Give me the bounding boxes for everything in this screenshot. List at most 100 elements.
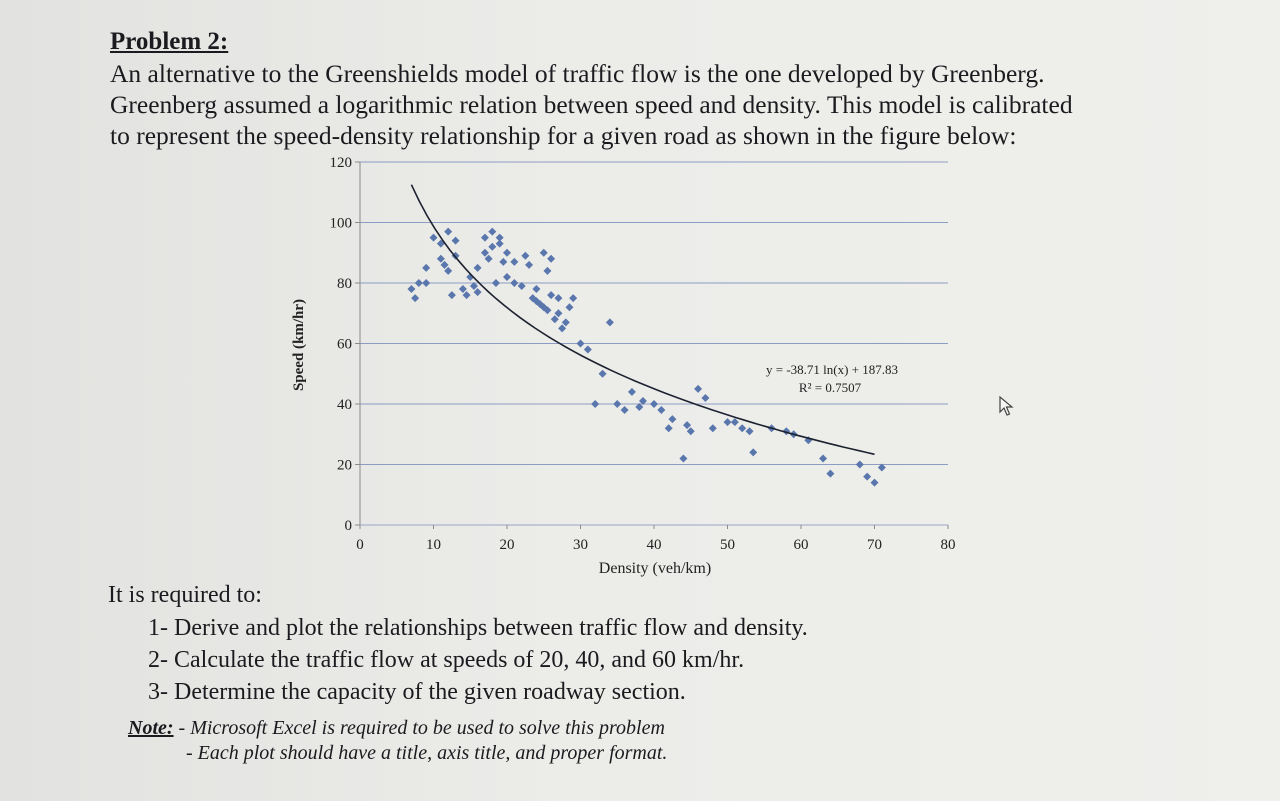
note-block: Note: - Microsoft Excel is required to b… (128, 716, 667, 766)
data-point (855, 460, 864, 469)
y-axis-label: Speed (km/hr) (291, 299, 307, 391)
data-point (525, 260, 534, 269)
data-point (499, 257, 508, 266)
data-point (638, 396, 647, 405)
requirements-list: 1- Derive and plot the relationships bet… (148, 612, 808, 708)
data-point (657, 406, 666, 415)
data-point (554, 294, 563, 303)
trendline (410, 184, 875, 456)
data-point (543, 306, 552, 315)
data-point (613, 400, 622, 408)
data-point (480, 248, 489, 257)
x-tick-label: 10 (426, 537, 441, 553)
data-point (558, 324, 567, 333)
data-point (422, 279, 431, 287)
data-point (539, 248, 548, 257)
data-point (694, 384, 703, 393)
x-tick-label: 70 (867, 537, 882, 553)
trendline-equation: y = -38.71 ln(x) + 187.83 (766, 362, 898, 377)
note-line-2: - Each plot should have a title, axis ti… (186, 742, 668, 764)
intro-line: Greenberg assumed a logarithmic relation… (110, 90, 1073, 119)
data-point (576, 339, 585, 348)
y-tick-label: 60 (337, 337, 352, 353)
list-item: 2- Calculate the traffic flow at speeds … (148, 647, 745, 673)
data-point (462, 291, 471, 300)
chart-axes: 0 20 40 60 80 100 120 0 10 20 30 40 50 60 70 80 (330, 155, 956, 553)
data-point (447, 291, 456, 300)
data-point (561, 318, 570, 327)
note-line-1: - Microsoft Excel is required to be used… (173, 717, 665, 739)
data-point (683, 421, 692, 430)
x-axis-label: Density (veh/km) (599, 560, 711, 577)
data-point (521, 251, 530, 260)
data-point (491, 279, 500, 287)
note-label: Note: (128, 717, 174, 739)
chart-points (407, 227, 886, 487)
data-point (411, 294, 420, 303)
data-point (503, 248, 511, 257)
data-point (583, 345, 592, 354)
data-point (708, 424, 717, 433)
data-point (749, 448, 758, 457)
x-tick-label: 80 (941, 537, 956, 553)
intro-line: to represent the speed-density relations… (110, 121, 1017, 150)
data-point (510, 257, 519, 266)
intro-line: An alternative to the Greenshields model… (110, 59, 1045, 88)
y-tick-label: 80 (337, 276, 352, 292)
data-point (627, 387, 636, 396)
data-point (550, 315, 559, 324)
data-point (863, 472, 872, 481)
x-tick-label: 50 (720, 537, 735, 553)
data-point (591, 400, 600, 408)
data-point (723, 418, 732, 427)
x-tick-label: 30 (573, 537, 588, 553)
data-point (730, 418, 739, 427)
list-item: 3- Determine the capacity of the given r… (148, 679, 686, 705)
data-point (635, 403, 644, 412)
data-point (444, 266, 453, 275)
data-point (440, 260, 449, 269)
data-point (668, 415, 677, 424)
data-point (605, 318, 614, 327)
data-point (444, 227, 453, 236)
data-point (429, 233, 438, 242)
data-point (738, 424, 747, 433)
y-tick-label: 100 (330, 216, 353, 232)
y-tick-label: 120 (330, 155, 353, 171)
data-point (745, 427, 754, 436)
requirements-heading: It is required to: (108, 582, 262, 608)
data-point (469, 282, 478, 291)
x-tick-label: 20 (500, 537, 515, 553)
data-point (484, 254, 493, 263)
data-point (547, 291, 556, 300)
data-point (547, 254, 556, 263)
x-tick-label: 40 (647, 537, 662, 553)
data-point (422, 263, 431, 272)
data-point (503, 272, 511, 281)
trendline-r-squared: R² = 0.7507 (799, 380, 862, 395)
data-point (543, 266, 552, 275)
data-point (870, 478, 879, 487)
data-point (473, 263, 482, 272)
data-point (488, 227, 497, 236)
data-point (877, 463, 886, 472)
data-point (620, 406, 629, 415)
data-point (686, 427, 695, 436)
data-point (458, 285, 467, 294)
data-point (569, 294, 578, 303)
mouse-pointer-icon (999, 395, 1014, 416)
data-point (414, 279, 423, 287)
data-point (510, 279, 519, 287)
data-point (517, 282, 526, 291)
data-point (495, 233, 504, 242)
data-point (554, 309, 563, 318)
data-point (664, 424, 673, 433)
data-point (565, 303, 574, 312)
y-tick-label: 0 (345, 518, 353, 534)
problem-title: Problem 2: (110, 28, 229, 55)
y-tick-label: 20 (337, 458, 352, 474)
data-point (407, 285, 416, 294)
list-item: 1- Derive and plot the relationships bet… (148, 615, 808, 641)
